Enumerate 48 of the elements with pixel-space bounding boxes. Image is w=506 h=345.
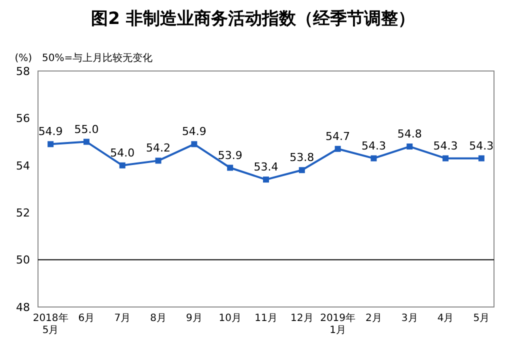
point — [83, 138, 90, 145]
data-label: 54.3 — [361, 139, 386, 152]
y-tick-label: 58 — [16, 64, 30, 78]
y-axis-title: (%) — [14, 53, 32, 64]
y-tick-label: 52 — [16, 206, 30, 220]
x-tick-label: 4月 — [437, 313, 454, 324]
point — [334, 146, 341, 152]
x-tick-label: 11月 — [254, 313, 278, 324]
point — [119, 162, 126, 168]
data-label: 54.2 — [146, 142, 171, 155]
text: 50%=与上月比较无变化 — [42, 52, 153, 64]
point — [478, 155, 484, 162]
point — [298, 167, 305, 174]
point — [370, 155, 377, 162]
data-label: 53.9 — [218, 148, 242, 162]
point — [48, 141, 54, 148]
data-label: 54.8 — [397, 128, 422, 141]
x-tick-label: 8月 — [150, 313, 166, 324]
x-tick-label: 9月 — [186, 313, 202, 324]
data-label: 54.3 — [469, 139, 494, 152]
data-label: 54.0 — [110, 146, 135, 160]
data-label: 55.0 — [74, 122, 99, 136]
point — [155, 158, 162, 164]
point — [227, 164, 234, 171]
point — [263, 176, 269, 183]
x-tick-label: 2月 — [366, 313, 382, 324]
y-tick-label: 48 — [16, 300, 30, 314]
x-tick-label: 7月 — [114, 313, 131, 324]
data-label: 54.3 — [433, 139, 458, 152]
point — [406, 144, 413, 150]
x-tick-label: 2018年 5月 — [32, 312, 68, 336]
point — [442, 155, 449, 162]
data-label: 54.7 — [326, 130, 350, 143]
y-tick-label: 50 — [16, 254, 30, 267]
x-tick-label: 3月 — [401, 313, 418, 324]
x-tick-label: 12月 — [290, 313, 314, 324]
data-label: 53.4 — [254, 160, 278, 174]
data-label: 54.9 — [182, 125, 206, 138]
y-tick-label: 56 — [16, 112, 30, 126]
data-label: 53.8 — [290, 151, 314, 164]
chart-title: 图2 非制造业商务活动指数（经季节调整） — [91, 9, 415, 29]
data-label: 54.9 — [38, 125, 63, 138]
x-tick-label: 10月 — [218, 313, 242, 324]
x-tick-label: 5月 — [473, 313, 490, 324]
x-tick-label: 6月 — [78, 313, 95, 324]
point — [191, 141, 198, 148]
y-tick-label: 54 — [16, 159, 30, 172]
x-tick-label: 2019年 1月 — [320, 312, 356, 336]
